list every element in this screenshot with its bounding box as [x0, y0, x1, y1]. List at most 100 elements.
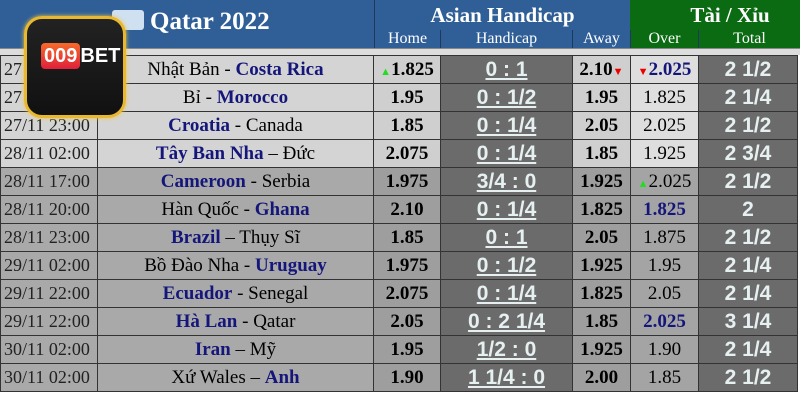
match-teams: Bỉ - Morocco [97, 83, 374, 112]
home-odds-value: 2.05 [390, 310, 424, 332]
match-time: 28/11 23:00 [0, 223, 98, 252]
arrow-down-icon: ▼ [637, 65, 649, 78]
home-team: Croatia [168, 114, 231, 136]
home-odds: 2.075 [373, 279, 441, 308]
over-odds: ▼2.025 [630, 55, 699, 84]
home-team: Iran [194, 338, 231, 360]
arrow-down-icon: ▼ [612, 65, 624, 78]
team-separator: – [220, 226, 240, 248]
away-odds-value: 1.95 [584, 86, 619, 108]
away-odds: 1.95 [572, 83, 631, 112]
match-time: 28/11 02:00 [0, 139, 98, 168]
home-team: Tây Ban Nha [155, 142, 264, 164]
home-odds: 1.85 [373, 223, 441, 252]
over-odds: 2.025 [630, 111, 699, 140]
col-away: Away [572, 30, 630, 48]
home-odds: 1.85 [373, 111, 441, 140]
tai-xiu-header: Tài / Xỉu [630, 0, 800, 30]
home-odds-value: 1.90 [390, 366, 424, 388]
home-odds-value: 2.10 [390, 198, 424, 220]
match-time: 30/11 02:00 [0, 363, 98, 392]
asian-handicap-header: Asian Handicap [374, 0, 630, 30]
away-team: Canada [245, 114, 303, 136]
away-odds-value: 1.825 [580, 282, 623, 304]
handicap-value[interactable]: 0 : 1/2 [440, 83, 573, 112]
over-odds: 1.90 [630, 335, 699, 364]
match-teams: Nhật Bản - Costa Rica [97, 55, 374, 84]
over-odds: 1.825 [630, 195, 699, 224]
asian-handicap-label: Asian Handicap [430, 3, 575, 27]
over-odds-value: 1.90 [647, 338, 682, 360]
away-odds-value: 1.925 [580, 338, 623, 360]
handicap-value[interactable]: 0 : 1/4 [440, 111, 573, 140]
team-separator: – [245, 366, 265, 388]
match-time: 29/11 22:00 [0, 307, 98, 336]
home-odds: 1.975 [373, 251, 441, 280]
handicap-value[interactable]: 0 : 1 [440, 223, 573, 252]
handicap-value[interactable]: 0 : 1/4 [440, 139, 573, 168]
home-odds-value: 1.95 [390, 86, 424, 108]
home-odds-value: 1.825 [391, 58, 434, 80]
team-separator: - [245, 170, 262, 192]
handicap-value[interactable]: 0 : 2 1/4 [440, 307, 573, 336]
match-row: 30/11 02:00 Iran – Mỹ 1.95 1/2 : 0 1.925… [0, 335, 798, 364]
away-odds-value: 1.925 [580, 170, 623, 192]
away-team: Morocco [216, 86, 289, 108]
over-odds: 1.925 [630, 139, 699, 168]
over-odds: 1.85 [630, 363, 699, 392]
over-odds-value: 1.825 [643, 86, 686, 108]
handicap-text: 1/2 : 0 [476, 337, 537, 361]
col-home: Home [374, 30, 440, 48]
col-total: Total [698, 30, 800, 48]
home-odds: 2.075 [373, 139, 441, 168]
home-team: Bồ Đào Nha [144, 254, 240, 276]
handicap-value[interactable]: 1/2 : 0 [440, 335, 573, 364]
away-team: Qatar [253, 310, 296, 332]
match-row: 29/11 02:00 Bồ Đào Nha - Uruguay 1.975 0… [0, 251, 798, 280]
away-odds: 2.05 [572, 111, 631, 140]
home-odds: ▲1.825 [373, 55, 441, 84]
009bet-logo: 009 BET [24, 16, 126, 118]
away-team: Thụy Sĩ [239, 226, 300, 248]
handicap-value[interactable]: 0 : 1/2 [440, 251, 573, 280]
match-row: 27/11 23:00 Croatia - Canada 1.85 0 : 1/… [0, 111, 798, 140]
total-goals: 2 1/2 [698, 363, 798, 392]
away-odds: 2.00 [572, 363, 631, 392]
over-odds-value: 1.925 [643, 142, 686, 164]
handicap-value[interactable]: 3/4 : 0 [440, 167, 573, 196]
away-team: Uruguay [255, 254, 327, 276]
handicap-value[interactable]: 0 : 1 [440, 55, 573, 84]
arrow-up-icon: ▲ [380, 65, 392, 78]
total-goals: 2 1/2 [698, 223, 798, 252]
handicap-value[interactable]: 0 : 1/4 [440, 195, 573, 224]
home-odds-value: 2.075 [385, 282, 429, 304]
match-row: 28/11 23:00 Brazil – Thụy Sĩ 1.85 0 : 1 … [0, 223, 798, 252]
handicap-text: 0 : 1/2 [476, 85, 537, 109]
away-odds-value: 1.925 [580, 254, 623, 276]
home-team: Hàn Quốc [161, 198, 239, 220]
over-odds-value: 2.025 [643, 114, 686, 136]
over-odds-value: 1.95 [647, 254, 682, 276]
handicap-value[interactable]: 0 : 1/4 [440, 279, 573, 308]
total-goals: 2 [698, 195, 798, 224]
match-row: 29/11 22:00 Ecuador - Senegal 2.075 0 : … [0, 279, 798, 308]
total-goals: 2 1/2 [698, 167, 798, 196]
home-odds-value: 1.85 [390, 226, 424, 248]
page-title: Qatar 2022 [150, 8, 270, 35]
over-odds-value: 1.85 [647, 366, 682, 388]
away-odds: 2.10▼ [572, 55, 631, 84]
away-team: Đức [282, 142, 316, 164]
away-odds-value: 2.00 [584, 366, 619, 388]
away-odds-value: 2.10 [579, 58, 613, 80]
home-odds-value: 1.975 [385, 254, 429, 276]
home-odds-value: 2.075 [385, 142, 429, 164]
handicap-text: 0 : 1 [485, 225, 528, 249]
total-goals: 2 1/2 [698, 55, 798, 84]
home-odds-value: 1.85 [390, 114, 424, 136]
handicap-text: 0 : 2 1/4 [467, 309, 546, 333]
home-odds: 1.90 [373, 363, 441, 392]
over-odds: 2.05 [630, 279, 699, 308]
over-odds-value: 1.875 [643, 226, 686, 248]
match-time: 29/11 22:00 [0, 279, 98, 308]
handicap-value[interactable]: 1 1/4 : 0 [440, 363, 573, 392]
